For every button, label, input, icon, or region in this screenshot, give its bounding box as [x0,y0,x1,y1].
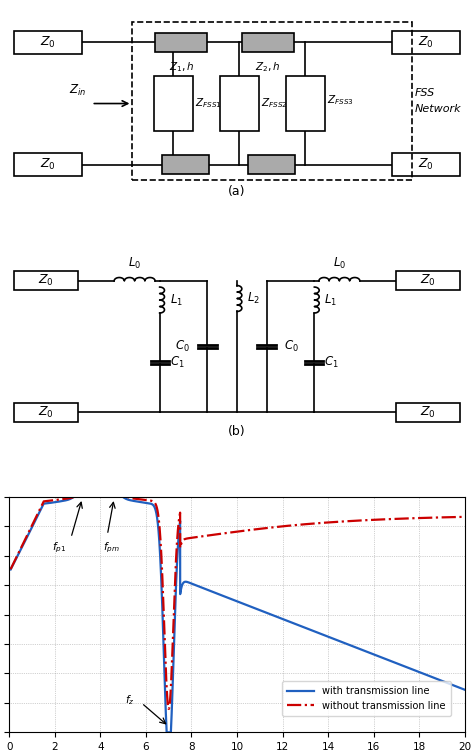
Text: $C_0$: $C_0$ [175,339,190,354]
Bar [155,33,208,52]
with transmission line [71,492,77,501]
without transmission line [8,565,13,574]
with transmission line [462,685,467,694]
Text: $L_0$: $L_0$ [333,256,346,271]
with transmission line [296,621,302,630]
Text: $f_z$: $f_z$ [125,693,135,707]
without transmission line [172,576,178,585]
Text: $Z_{in}$: $Z_{in}$ [69,83,86,98]
Text: $Z_0$: $Z_0$ [38,273,54,288]
Text: $L_0$: $L_0$ [128,256,141,271]
Text: Network: Network [414,103,461,114]
Text: $f_{pm}$: $f_{pm}$ [103,541,120,556]
with transmission line [345,639,350,649]
Text: $Z_0$: $Z_0$ [38,405,54,420]
Bar [242,33,294,52]
Text: $Z_0$: $Z_0$ [420,273,436,288]
Text: $L_2$: $L_2$ [247,291,260,306]
Legend: with transmission line, without transmission line: with transmission line, without transmis… [283,681,451,716]
Text: $Z_0$: $Z_0$ [418,157,434,172]
Text: $Z_1,h$: $Z_1,h$ [169,60,194,73]
Line: with transmission line: with transmission line [10,497,465,732]
Text: $C_1$: $C_1$ [324,355,339,370]
Text: $Z_0$: $Z_0$ [40,35,56,50]
Bar [162,155,209,174]
Text: $Z_0$: $Z_0$ [420,405,436,420]
without transmission line [72,492,77,501]
Bar [14,403,78,422]
Bar [154,76,192,131]
with transmission line [369,649,374,658]
Text: $Z_2,h$: $Z_2,h$ [255,60,281,73]
Line: without transmission line: without transmission line [10,497,465,709]
without transmission line [296,520,302,529]
Text: $L_1$: $L_1$ [324,292,337,307]
without transmission line [31,518,36,527]
Text: (a): (a) [228,185,246,198]
Text: FSS: FSS [414,88,435,98]
without transmission line [369,516,374,525]
Bar [286,76,325,131]
Bar [396,403,460,422]
with transmission line [8,565,13,574]
Text: $Z_{FSS2}$: $Z_{FSS2}$ [261,97,287,110]
without transmission line [276,522,282,532]
Bar [14,272,78,291]
Bar [392,31,460,54]
without transmission line [462,513,467,522]
Text: $Z_0$: $Z_0$ [418,35,434,50]
without transmission line [166,704,172,713]
Bar [392,153,460,176]
Text: (b): (b) [228,425,246,438]
Bar [14,31,82,54]
Text: $Z_{FSS3}$: $Z_{FSS3}$ [327,93,354,107]
Text: $C_1$: $C_1$ [170,355,184,370]
Bar [248,155,295,174]
with transmission line [172,607,178,616]
with transmission line [164,728,170,737]
Bar [220,76,259,131]
Bar [132,21,412,180]
Text: $Z_{FSS1}$: $Z_{FSS1}$ [195,97,222,110]
with transmission line [31,519,36,528]
Bar [396,272,460,291]
Text: $C_0$: $C_0$ [284,339,299,354]
Text: $Z_0$: $Z_0$ [40,157,56,172]
with transmission line [276,613,282,622]
Text: $L_1$: $L_1$ [170,292,182,307]
Text: $f_{p1}$: $f_{p1}$ [53,541,67,556]
Bar [14,153,82,176]
without transmission line [345,516,350,525]
